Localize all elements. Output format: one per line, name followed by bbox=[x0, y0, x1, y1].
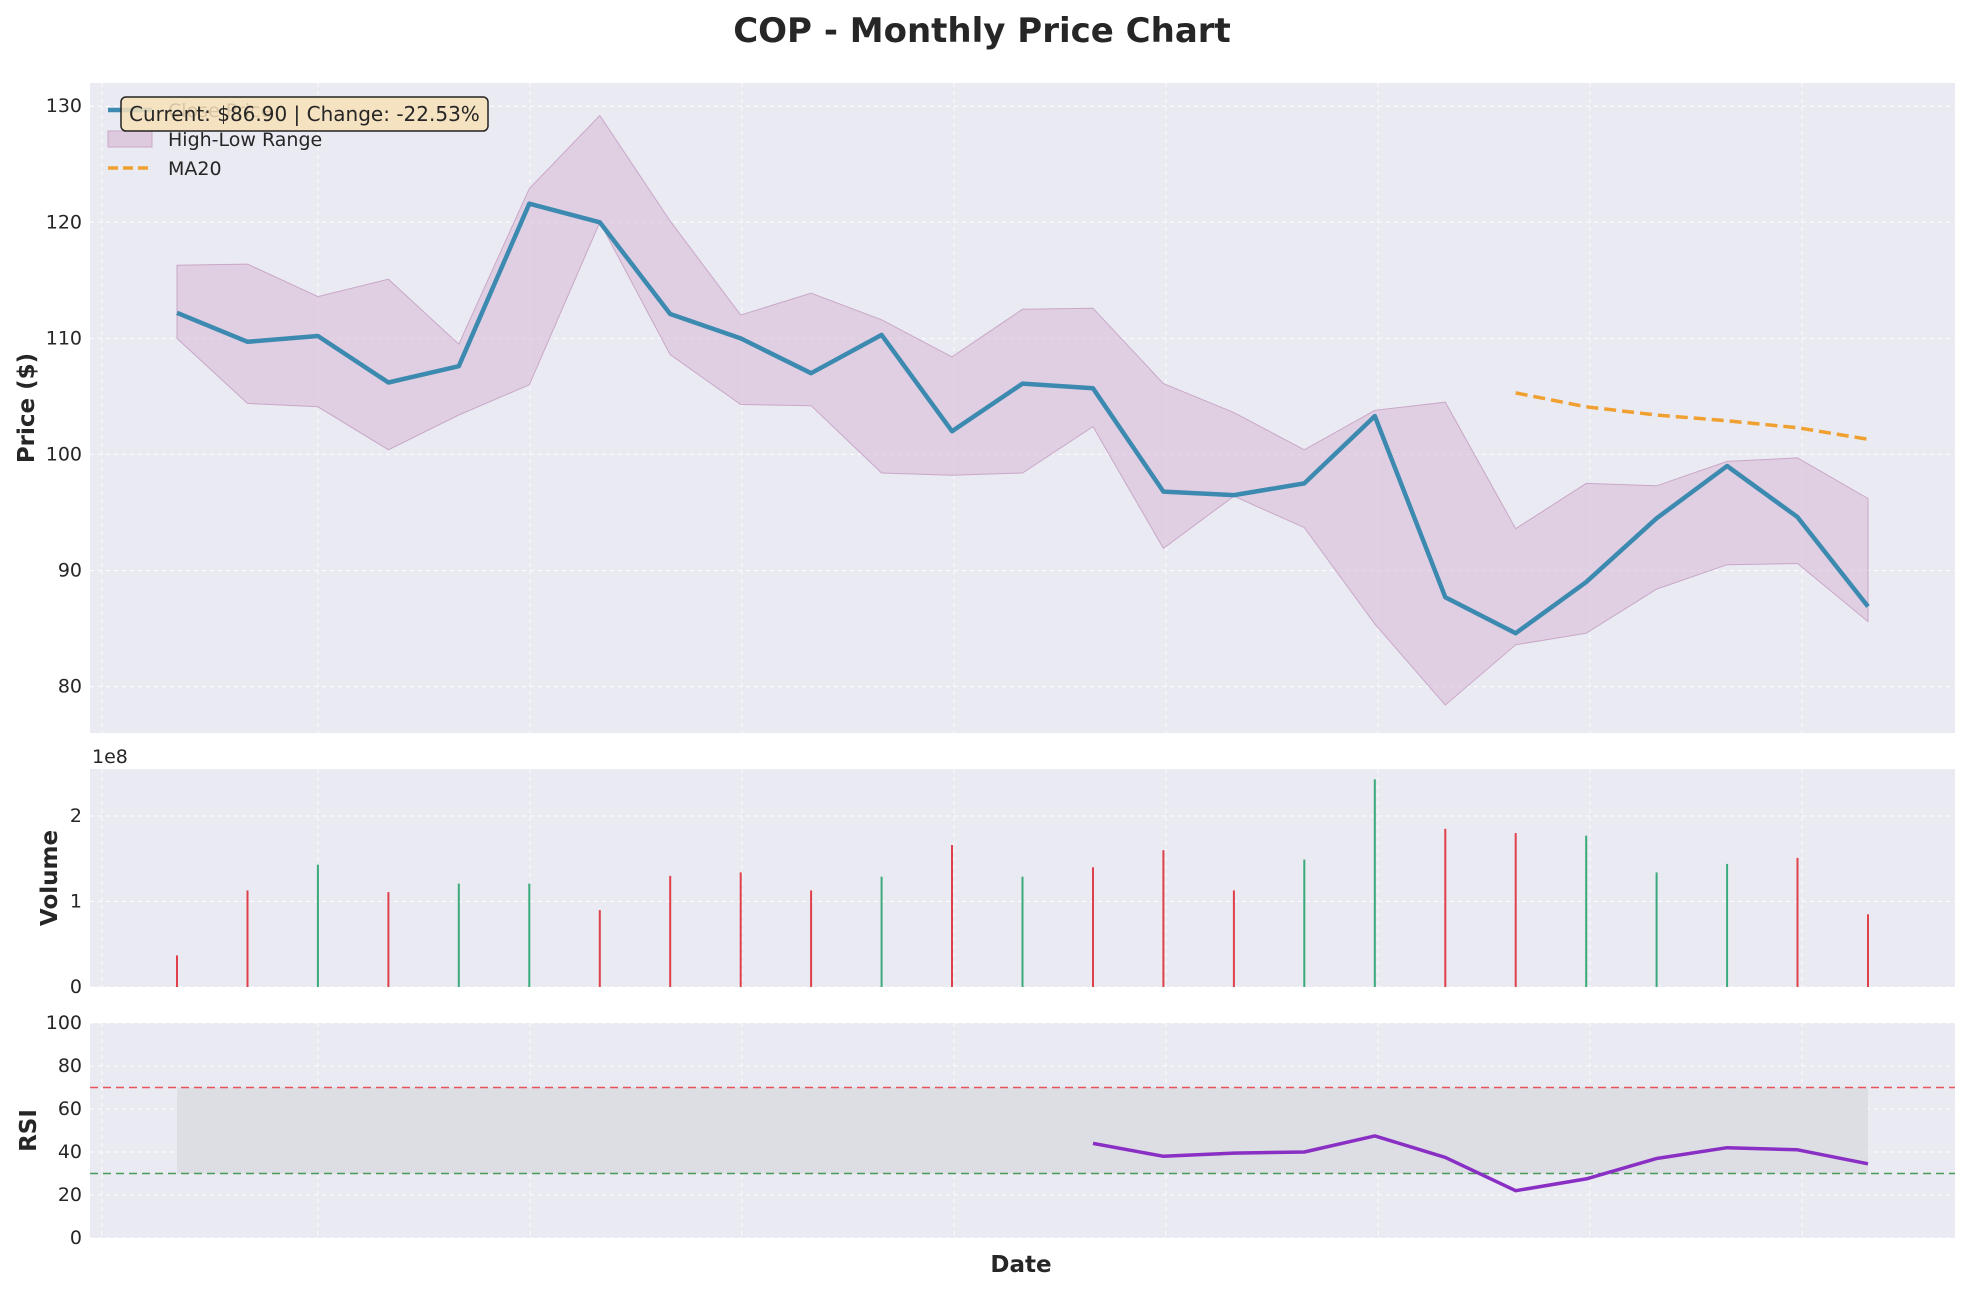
y-tick-label: 90 bbox=[58, 560, 82, 582]
volume-bar bbox=[1867, 914, 1869, 987]
legend-range-label: High-Low Range bbox=[168, 129, 322, 151]
y-tick-label: 130 bbox=[46, 95, 82, 117]
volume-bar bbox=[810, 890, 812, 987]
volume-bar bbox=[599, 910, 601, 987]
y-tick-label: 100 bbox=[46, 443, 82, 465]
volume-bar bbox=[1444, 829, 1446, 987]
y-tick-label: 120 bbox=[46, 211, 82, 233]
volume-bar bbox=[1515, 833, 1517, 987]
volume-bar bbox=[1022, 877, 1024, 987]
volume-bar bbox=[669, 876, 671, 987]
y-tick-label: 2 bbox=[70, 805, 82, 827]
y-tick-label: 110 bbox=[46, 327, 82, 349]
volume-bar bbox=[387, 892, 389, 987]
y-tick-label: 100 bbox=[46, 1012, 82, 1034]
volume-bar bbox=[1233, 890, 1235, 987]
volume-bar bbox=[740, 872, 742, 987]
y-tick-label: 1 bbox=[70, 891, 82, 913]
volume-bar bbox=[881, 877, 883, 987]
rsi-neutral-band bbox=[177, 1088, 1868, 1174]
price-axis-label: Price ($) bbox=[14, 353, 40, 463]
volume-bar bbox=[951, 845, 953, 987]
current-change-annotation: Current: $86.90 | Change: -22.53% bbox=[129, 102, 480, 126]
volume-bar bbox=[1585, 836, 1587, 987]
volume-axis-label: Volume bbox=[37, 830, 63, 926]
volume-bar bbox=[1726, 864, 1728, 987]
legend-range-swatch bbox=[108, 131, 152, 147]
volume-bar bbox=[317, 865, 319, 987]
y-tick-label: 0 bbox=[70, 976, 82, 998]
volume-bar bbox=[1303, 860, 1305, 987]
y-tick-label: 40 bbox=[58, 1141, 82, 1163]
volume-scale-label: 1e8 bbox=[92, 746, 128, 768]
y-tick-label: 20 bbox=[58, 1184, 82, 1206]
volume-bar bbox=[1797, 858, 1799, 987]
volume-bar bbox=[247, 890, 249, 987]
y-tick-label: 60 bbox=[58, 1098, 82, 1120]
y-tick-label: 0 bbox=[70, 1227, 82, 1249]
chart-title: COP - Monthly Price Chart bbox=[733, 11, 1231, 51]
y-tick-label: 80 bbox=[58, 676, 82, 698]
volume-bar bbox=[458, 884, 460, 987]
volume-bar bbox=[528, 884, 530, 987]
volume-bar bbox=[1374, 779, 1376, 987]
volume-bar bbox=[1092, 867, 1094, 987]
legend-ma20-label: MA20 bbox=[168, 158, 222, 180]
y-tick-label: 80 bbox=[58, 1055, 82, 1077]
volume-bar bbox=[176, 955, 178, 987]
date-axis-label: Date bbox=[990, 1252, 1051, 1278]
volume-bar bbox=[1656, 872, 1658, 987]
volume-bar bbox=[1162, 850, 1164, 987]
rsi-axis-label: RSI bbox=[16, 1109, 42, 1152]
